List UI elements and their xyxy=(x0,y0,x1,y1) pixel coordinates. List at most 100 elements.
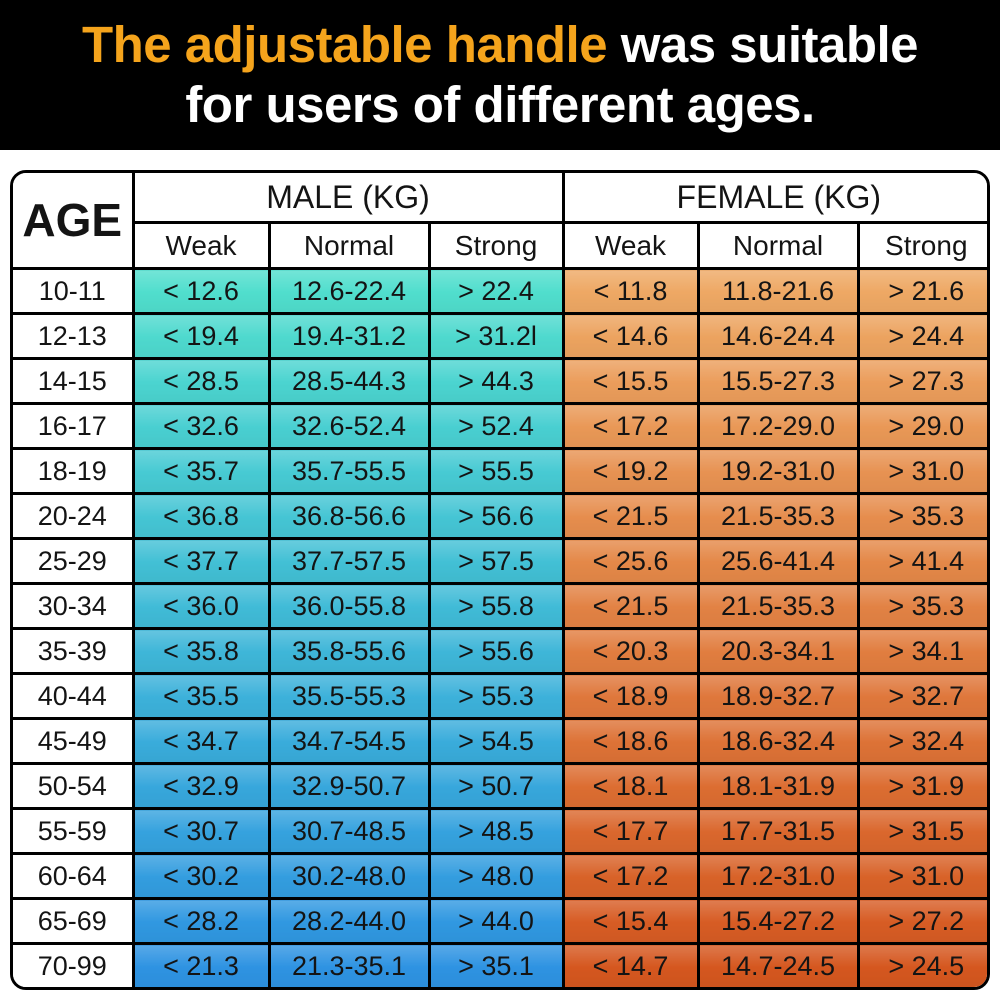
table-row: 70-99 < 21.3 21.3-35.1 > 35.1 < 14.7 14.7-24.… xyxy=(13,943,987,987)
male-weak-cell: < 12.6 xyxy=(133,268,271,315)
age-cell: 50-54 xyxy=(13,763,135,810)
title-banner: The adjustable handle was suitable for us… xyxy=(0,0,1000,150)
male-strong-cell: > 52.4 xyxy=(429,403,565,450)
female-normal-cell: 18.9-32.7 xyxy=(698,673,860,720)
table-row: 20-24 < 36.8 36.8-56.6 > 56.6 < 21.5 21.5-35.… xyxy=(13,493,987,540)
female-weak-cell: < 14.6 xyxy=(563,313,700,360)
male-strong-cell: > 44.3 xyxy=(429,358,565,405)
female-normal-cell: 14.7-24.5 xyxy=(698,943,860,987)
age-cell: 20-24 xyxy=(13,493,135,540)
male-normal-header: Normal xyxy=(269,222,431,270)
male-strong-cell: > 57.5 xyxy=(429,538,565,585)
female-strong-cell: > 35.3 xyxy=(858,583,987,630)
table-row: 30-34 < 36.0 36.0-55.8 > 55.8 < 21.5 21.5-35.… xyxy=(13,583,987,630)
female-normal-cell: 15.5-27.3 xyxy=(698,358,860,405)
male-normal-cell: 12.6-22.4 xyxy=(269,268,431,315)
male-normal-cell: 37.7-57.5 xyxy=(269,538,431,585)
male-group-header: MALE (KG) xyxy=(133,173,565,224)
table-row: 14-15 < 28.5 28.5-44.3 > 44.3 < 15.5 15.5-27.… xyxy=(13,358,987,405)
table-row: 35-39 < 35.8 35.8-55.6 > 55.6 < 20.3 20.3-34.… xyxy=(13,628,987,675)
table-area: AGE MALE (KG) FEMALE (KG) Weak Normal St… xyxy=(0,150,1000,990)
female-weak-cell: < 18.9 xyxy=(563,673,700,720)
male-weak-cell: < 32.6 xyxy=(133,403,271,450)
title-rest: was suitable xyxy=(607,16,919,74)
female-weak-cell: < 20.3 xyxy=(563,628,700,675)
table-row: 16-17 < 32.6 32.6-52.4 > 52.4 < 17.2 17.2-29.… xyxy=(13,403,987,450)
age-cell: 12-13 xyxy=(13,313,135,360)
age-cell: 60-64 xyxy=(13,853,135,900)
age-cell: 65-69 xyxy=(13,898,135,945)
male-strong-header: Strong xyxy=(429,222,565,270)
male-weak-cell: < 30.2 xyxy=(133,853,271,900)
male-normal-cell: 30.2-48.0 xyxy=(269,853,431,900)
female-normal-cell: 18.6-32.4 xyxy=(698,718,860,765)
male-strong-cell: > 55.6 xyxy=(429,628,565,675)
female-strong-cell: > 31.9 xyxy=(858,763,987,810)
female-weak-cell: < 21.5 xyxy=(563,493,700,540)
male-normal-cell: 35.5-55.3 xyxy=(269,673,431,720)
male-strong-cell: > 56.6 xyxy=(429,493,565,540)
age-cell: 35-39 xyxy=(13,628,135,675)
table-row: 50-54 < 32.9 32.9-50.7 > 50.7 < 18.1 18.1-31.… xyxy=(13,763,987,810)
age-cell: 55-59 xyxy=(13,808,135,855)
age-cell: 18-19 xyxy=(13,448,135,495)
male-strong-cell: > 48.5 xyxy=(429,808,565,855)
age-cell: 10-11 xyxy=(13,268,135,315)
male-normal-cell: 32.9-50.7 xyxy=(269,763,431,810)
table-row: 10-11 < 12.6 12.6-22.4 > 22.4 < 11.8 11.8-21.… xyxy=(13,268,987,315)
female-weak-cell: < 18.6 xyxy=(563,718,700,765)
male-strong-cell: > 22.4 xyxy=(429,268,565,315)
table-row: 25-29 < 37.7 37.7-57.5 > 57.5 < 25.6 25.6-41.… xyxy=(13,538,987,585)
female-strong-cell: > 24.5 xyxy=(858,943,987,987)
male-normal-cell: 36.0-55.8 xyxy=(269,583,431,630)
male-normal-cell: 36.8-56.6 xyxy=(269,493,431,540)
age-cell: 70-99 xyxy=(13,943,135,987)
female-strong-cell: > 24.4 xyxy=(858,313,987,360)
male-normal-cell: 35.8-55.6 xyxy=(269,628,431,675)
male-weak-cell: < 28.2 xyxy=(133,898,271,945)
female-strong-cell: > 31.5 xyxy=(858,808,987,855)
male-weak-cell: < 34.7 xyxy=(133,718,271,765)
age-cell: 16-17 xyxy=(13,403,135,450)
male-weak-cell: < 30.7 xyxy=(133,808,271,855)
age-column-header: AGE xyxy=(13,173,135,270)
female-weak-cell: < 18.1 xyxy=(563,763,700,810)
female-normal-cell: 14.6-24.4 xyxy=(698,313,860,360)
sub-header-row: Weak Normal Strong Weak Normal Strong xyxy=(13,222,987,270)
male-strong-cell: > 35.1 xyxy=(429,943,565,987)
female-strong-cell: > 31.0 xyxy=(858,853,987,900)
strength-table: AGE MALE (KG) FEMALE (KG) Weak Normal St… xyxy=(10,170,990,990)
female-normal-cell: 19.2-31.0 xyxy=(698,448,860,495)
male-strong-cell: > 31.2l xyxy=(429,313,565,360)
male-weak-cell: < 28.5 xyxy=(133,358,271,405)
female-strong-cell: > 41.4 xyxy=(858,538,987,585)
female-strong-cell: > 27.2 xyxy=(858,898,987,945)
female-weak-cell: < 21.5 xyxy=(563,583,700,630)
male-strong-cell: > 54.5 xyxy=(429,718,565,765)
male-strong-cell: > 55.8 xyxy=(429,583,565,630)
male-strong-cell: > 44.0 xyxy=(429,898,565,945)
table-row: 55-59 < 30.7 30.7-48.5 > 48.5 < 17.7 17.7-31.… xyxy=(13,808,987,855)
male-strong-cell: > 48.0 xyxy=(429,853,565,900)
male-strong-cell: > 55.3 xyxy=(429,673,565,720)
male-weak-cell: < 35.5 xyxy=(133,673,271,720)
male-weak-cell: < 36.0 xyxy=(133,583,271,630)
age-cell: 14-15 xyxy=(13,358,135,405)
female-weak-cell: < 17.7 xyxy=(563,808,700,855)
male-weak-cell: < 35.8 xyxy=(133,628,271,675)
male-normal-cell: 35.7-55.5 xyxy=(269,448,431,495)
male-weak-header: Weak xyxy=(133,222,271,270)
female-strong-cell: > 27.3 xyxy=(858,358,987,405)
female-normal-cell: 25.6-41.4 xyxy=(698,538,860,585)
female-strong-header: Strong xyxy=(858,222,987,270)
female-weak-header: Weak xyxy=(563,222,700,270)
female-weak-cell: < 14.7 xyxy=(563,943,700,987)
male-weak-cell: < 32.9 xyxy=(133,763,271,810)
table-row: 60-64 < 30.2 30.2-48.0 > 48.0 < 17.2 17.2-31.… xyxy=(13,853,987,900)
male-normal-cell: 21.3-35.1 xyxy=(269,943,431,987)
female-group-header: FEMALE (KG) xyxy=(563,173,987,224)
female-weak-cell: < 15.4 xyxy=(563,898,700,945)
male-strong-cell: > 50.7 xyxy=(429,763,565,810)
male-weak-cell: < 35.7 xyxy=(133,448,271,495)
female-weak-cell: < 19.2 xyxy=(563,448,700,495)
